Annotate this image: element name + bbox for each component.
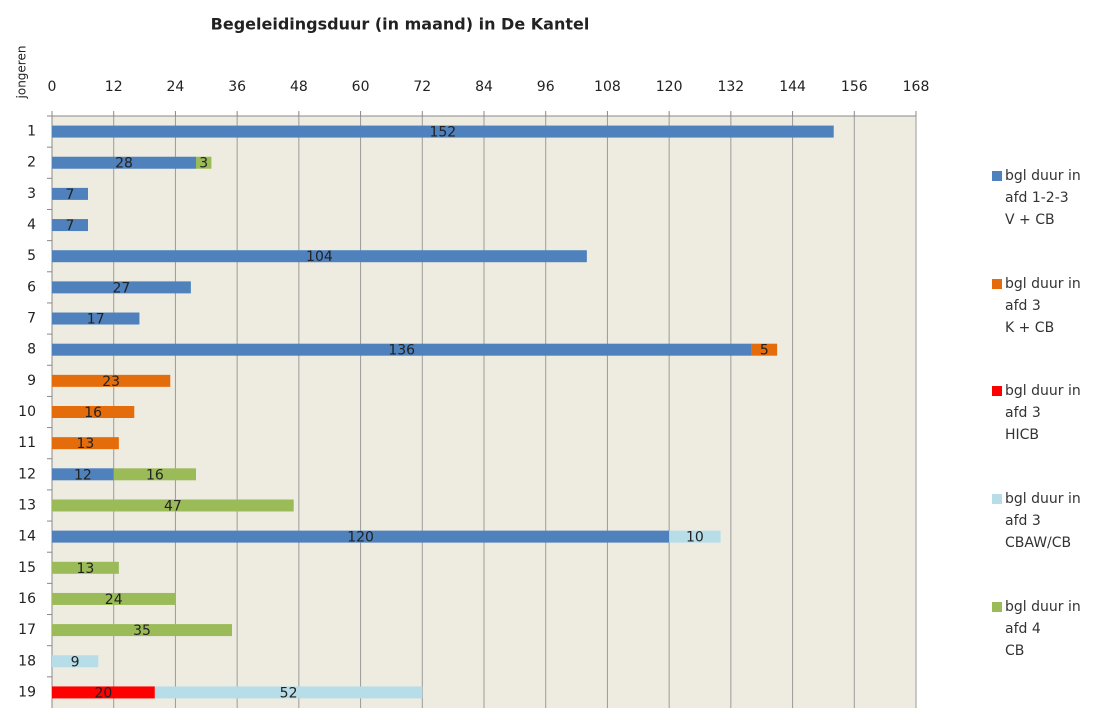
data-label: 28 [115, 156, 133, 172]
x-tick-label: 144 [779, 79, 806, 95]
x-tick-label: 60 [352, 79, 370, 95]
y-tick-label: 3 [27, 186, 36, 202]
x-tick-label: 0 [48, 79, 57, 95]
bar-segment [52, 125, 834, 138]
data-label: 5 [760, 343, 769, 359]
y-tick-label: 7 [27, 311, 36, 327]
legend-swatch [992, 602, 1002, 612]
bar-segment [52, 624, 232, 637]
bar-segment [113, 468, 196, 481]
chart-title: Begeleidingsduur (in maand) in De Kantel [211, 15, 590, 34]
data-label: 7 [66, 218, 75, 234]
y-tick-label: 5 [27, 248, 36, 264]
bar-segment [52, 561, 119, 574]
y-tick-label: 9 [27, 373, 36, 389]
data-label: 120 [347, 530, 374, 546]
y-tick-label: 1 [27, 124, 36, 140]
bar-segment [52, 156, 196, 169]
bar-segment [52, 250, 587, 263]
bar-segment [52, 219, 88, 232]
y-tick-label: 12 [18, 466, 36, 482]
y-tick-label: 8 [27, 342, 36, 358]
data-label: 12 [74, 467, 92, 483]
x-tick-label: 108 [594, 79, 621, 95]
legend-label: bgl duur in afd 4 CB [1005, 599, 1081, 659]
legend-label: bgl duur in afd 1-2-3 V + CB [1005, 168, 1081, 228]
data-label: 10 [686, 530, 704, 546]
data-label: 16 [146, 467, 164, 483]
data-label: 7 [66, 187, 75, 203]
bar-segment [751, 343, 778, 356]
data-label: 35 [133, 623, 151, 639]
legend-swatch [992, 279, 1002, 289]
x-tick-label: 84 [475, 79, 493, 95]
data-label: 24 [105, 592, 123, 608]
x-tick-label: 156 [841, 79, 868, 95]
data-label: 104 [306, 249, 333, 265]
bar-segment [52, 312, 140, 325]
data-label: 152 [429, 125, 456, 141]
bar-segment [52, 406, 135, 418]
y-tick-label: 10 [18, 404, 36, 420]
bar-segment [52, 281, 191, 294]
y-tick-label: 4 [27, 217, 36, 233]
data-label: 136 [388, 343, 415, 359]
bar-segment [52, 374, 171, 387]
data-label: 20 [95, 685, 113, 701]
bar-segment [154, 686, 423, 699]
data-label: 13 [77, 436, 95, 452]
x-tick-label: 120 [656, 79, 683, 95]
y-tick-label: 13 [18, 497, 36, 513]
bar-segment [52, 499, 294, 512]
bar-segment [52, 437, 119, 450]
data-label: 9 [71, 654, 80, 670]
y-tick-label: 16 [18, 591, 36, 607]
data-label: 17 [87, 312, 105, 328]
x-tick-label: 48 [290, 79, 308, 95]
data-label: 27 [113, 280, 131, 296]
data-label: 23 [102, 374, 120, 390]
data-label: 52 [280, 685, 298, 701]
legend-swatch [992, 386, 1002, 396]
bar-segment [52, 187, 88, 200]
y-tick-label: 2 [27, 155, 36, 171]
y-axis-label: jongeren [15, 46, 29, 100]
bar-segment [52, 468, 114, 481]
y-tick-label: 14 [18, 529, 36, 545]
legend-swatch [992, 494, 1002, 504]
data-label: 13 [77, 561, 95, 577]
y-tick-label: 17 [18, 622, 36, 638]
y-tick-label: 15 [18, 560, 36, 576]
legend-label: bgl duur in afd 3 HICB [1005, 383, 1081, 443]
bar-segment [52, 592, 176, 605]
y-tick-label: 6 [27, 279, 36, 295]
data-label: 16 [84, 405, 102, 421]
x-tick-label: 168 [903, 79, 930, 95]
x-tick-label: 36 [228, 79, 246, 95]
legend-label: bgl duur in afd 3 CBAW/CB [1005, 491, 1081, 551]
y-tick-label: 11 [18, 435, 36, 451]
data-label: 3 [199, 156, 208, 172]
x-tick-label: 96 [537, 79, 555, 95]
x-tick-label: 24 [167, 79, 185, 95]
x-tick-label: 72 [413, 79, 431, 95]
data-label: 47 [164, 498, 182, 514]
bar-segment [52, 686, 155, 699]
x-tick-label: 12 [105, 79, 123, 95]
legend-label: bgl duur in afd 3 K + CB [1005, 276, 1081, 336]
bar-segment [52, 343, 752, 356]
bar-segment [52, 655, 99, 668]
bar-segment [669, 530, 721, 543]
x-tick-label: 132 [717, 79, 744, 95]
legend-swatch [992, 171, 1002, 181]
bar-segment [196, 156, 212, 169]
y-tick-label: 19 [18, 684, 36, 700]
bar-segment [52, 530, 670, 543]
y-tick-label: 18 [18, 653, 36, 669]
